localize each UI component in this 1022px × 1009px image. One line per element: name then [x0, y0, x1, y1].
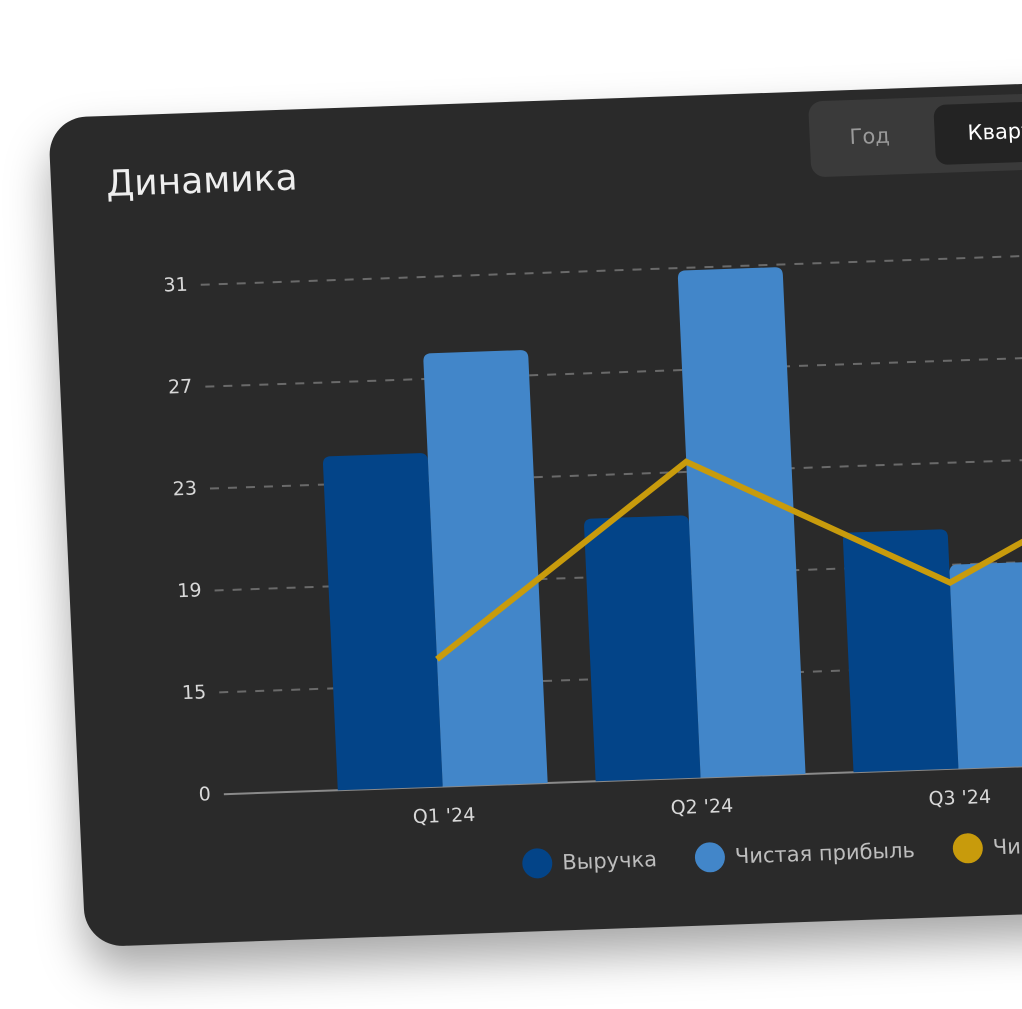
grid-line — [200, 248, 1022, 286]
bar — [323, 453, 443, 791]
line-series — [435, 438, 1022, 662]
x-tick-label: Q1 '24 — [412, 804, 475, 828]
y-tick-label: 27 — [168, 376, 193, 399]
y-tick-label: 0 — [198, 783, 211, 805]
y-tick-label: 15 — [182, 681, 207, 704]
grid-line — [205, 350, 1022, 388]
chart: Динамика Год Кварт 0 15 19 23 27 31 Q1 '24 Q2 '… — [105, 87, 1022, 879]
x-tick-label: Q3 '24 — [928, 786, 991, 810]
legend-label: Чистая прибыль — [734, 838, 915, 868]
legend-swatch — [522, 848, 553, 879]
bar — [423, 350, 548, 787]
bar — [842, 529, 959, 773]
bar — [949, 561, 1022, 769]
bar — [677, 267, 806, 778]
toggle-active[interactable] — [933, 95, 1022, 165]
legend-swatch — [694, 842, 725, 873]
legend-swatch — [952, 833, 983, 864]
card: Динамика Год Кварт 0 15 19 23 27 31 Q1 '24 Q2 '… — [48, 77, 1022, 948]
x-tick-label: Q2 '24 — [670, 795, 733, 819]
card-title: Динамика — [105, 157, 298, 205]
y-tick-label: 31 — [163, 274, 188, 297]
toggle-year[interactable]: Год — [849, 124, 890, 149]
y-tick-label: 23 — [172, 478, 197, 501]
toggle-quarter[interactable]: Кварт — [967, 119, 1022, 145]
bar — [584, 515, 701, 782]
y-tick-label: 19 — [177, 579, 202, 602]
legend-label: Выручка — [562, 847, 658, 874]
legend-label: Чис — [992, 834, 1022, 859]
